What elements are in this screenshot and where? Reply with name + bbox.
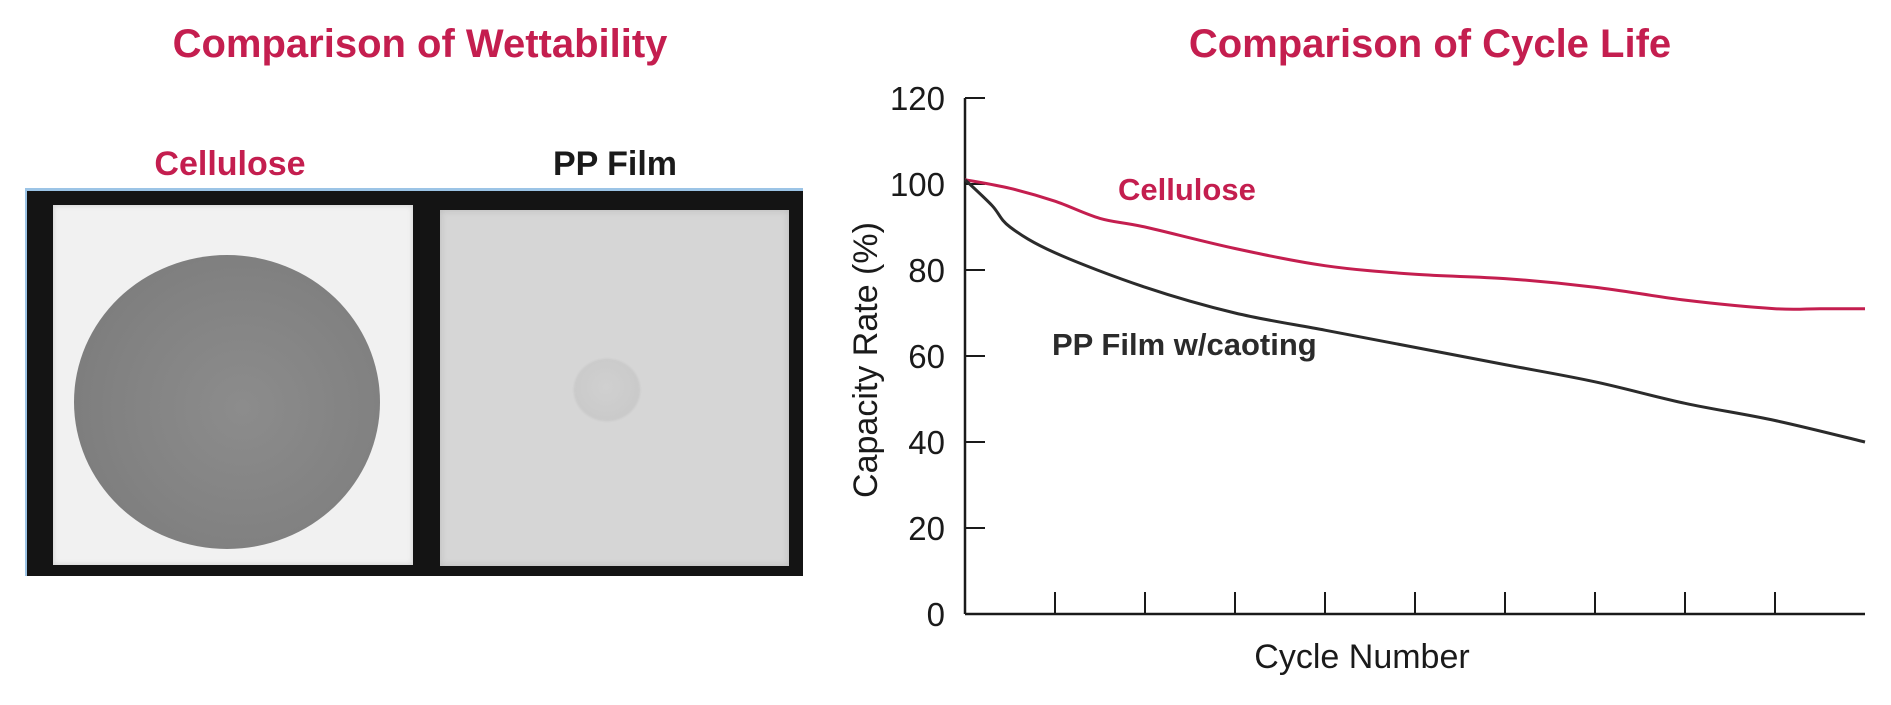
series-lines [963, 178, 1866, 444]
y-tick-label: 0 [927, 596, 945, 633]
y-tick-label: 80 [908, 252, 945, 289]
series-label-pp-film: PP Film w/caoting [1052, 327, 1317, 362]
y-tick-label: 40 [908, 424, 945, 461]
series-label-cellulose: Cellulose [1118, 172, 1256, 207]
wettability-title: Comparison of Wettability [172, 22, 668, 66]
series-line-pp-film [963, 178, 1866, 444]
pp-film-sample-label: PP Film [552, 145, 678, 183]
x-axis-label: Cycle Number [1254, 638, 1469, 676]
y-axis-label: Capacity Rate (%) [847, 222, 885, 498]
series-line-cellulose [964, 178, 1865, 311]
pp-film-sample [440, 210, 789, 566]
cellulose-sample-label: Cellulose [154, 145, 306, 183]
y-tick-label: 120 [890, 80, 945, 117]
x-axis-ticks [1054, 592, 1776, 614]
y-tick-label: 20 [908, 510, 945, 547]
pp-film-water-droplet [575, 360, 639, 420]
y-axis-ticks: 0 20 40 60 80 100 120 [890, 80, 985, 633]
y-tick-label: 60 [908, 338, 945, 375]
y-tick-label: 100 [890, 166, 945, 203]
cellulose-wet-spot [74, 255, 380, 549]
cellulose-paper-sample [53, 205, 413, 565]
chart-title: Comparison of Cycle Life [1188, 22, 1672, 66]
wettability-photo [25, 188, 803, 576]
